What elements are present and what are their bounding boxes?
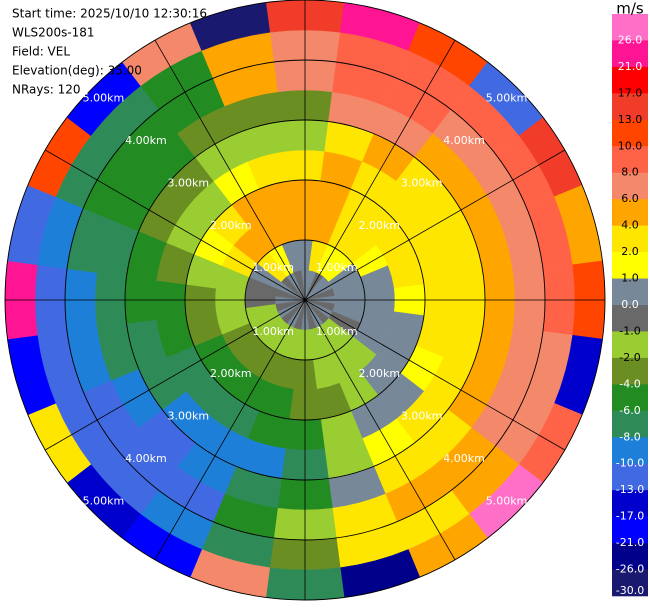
- range-ring-label: 3.00km: [168, 176, 210, 189]
- range-ring-label: 1.00km: [252, 261, 294, 274]
- colorbar-segment: [612, 490, 648, 517]
- range-ring-label: 3.00km: [168, 410, 210, 423]
- colorbar-tick-label: 13.0: [618, 113, 643, 126]
- range-ring-label: 4.00km: [125, 452, 167, 465]
- colorbar-segment: [612, 14, 648, 41]
- colorbar: 26.0 21.0 17.0 13.0 10.0 8.0 6.0 4.0 2.0 1.0 0.0 -1…: [612, 0, 648, 597]
- colorbar-segment: [612, 66, 648, 94]
- info-block: Start time: 2025/10/10 12:30:16 WLS200s-1…: [12, 7, 207, 97]
- colorbar-segment: [612, 278, 648, 306]
- info-line: WLS200s-181: [12, 26, 95, 40]
- range-ring-label: 3.00km: [401, 410, 443, 423]
- range-ring-label: 1.00km: [316, 325, 358, 338]
- info-line: NRays: 120: [12, 83, 81, 97]
- colorbar-segment: [612, 119, 648, 147]
- info-line: Field: VEL: [12, 45, 70, 59]
- spoke: [304, 39, 456, 301]
- spoke: [304, 299, 456, 561]
- polar-grid: 1.00km 1.00km 1.00km 1.00km 2.00km 2.00km 2.00…: [4, 0, 606, 601]
- colorbar-tick-label: 4.0: [621, 219, 639, 232]
- range-ring-label: 1.00km: [252, 325, 294, 338]
- range-ring-label: 4.00km: [125, 134, 167, 147]
- colorbar-tick-label: 2.0: [621, 245, 639, 258]
- range-ring-label: 4.00km: [443, 452, 485, 465]
- range-ring-label: 3.00km: [401, 176, 443, 189]
- colorbar-segment: [612, 40, 648, 68]
- ppi-cells: [4, 0, 606, 601]
- colorbar-tick-label: -17.0: [616, 510, 644, 523]
- colorbar-tick-label: -10.0: [616, 457, 644, 470]
- colorbar-segment: [612, 384, 648, 412]
- colorbar-tick-label: -1.0: [619, 324, 640, 337]
- colorbar-segment: [612, 516, 648, 544]
- colorbar-tick-label: -4.0: [619, 377, 640, 390]
- colorbar-tick-label: -6.0: [619, 404, 640, 417]
- colorbar-tick-label: 21.0: [618, 60, 643, 73]
- spoke: [304, 299, 566, 451]
- info-line: Start time: 2025/10/10 12:30:16: [12, 7, 207, 21]
- range-ring-label: 4.00km: [443, 134, 485, 147]
- spoke: [154, 39, 306, 301]
- spoke: [44, 149, 306, 301]
- colorbar-segment: [612, 543, 648, 570]
- colorbar-segment: [612, 437, 648, 465]
- range-ring: [64, 59, 546, 541]
- range-ring-label: 5.00km: [83, 91, 125, 104]
- colorbar-title: m/s: [616, 0, 644, 18]
- colorbar-tick-label: 10.0: [618, 139, 643, 152]
- range-ring: [4, 0, 606, 601]
- colorbar-tick-label: -8.0: [619, 430, 640, 443]
- colorbar-tick-label: -13.0: [616, 483, 644, 496]
- range-ring-label: 5.00km: [486, 495, 528, 508]
- range-ring: [244, 239, 366, 361]
- colorbar-segment: [612, 93, 648, 121]
- colorbar-tick-label: 6.0: [621, 192, 639, 205]
- colorbar-segment: [612, 463, 648, 491]
- colorbar-tick-label: -2.0: [619, 351, 640, 364]
- colorbar-tick-label: 17.0: [618, 86, 643, 99]
- spoke: [154, 299, 306, 561]
- colorbar-segment: [612, 569, 648, 597]
- range-ring-label: 2.00km: [210, 219, 252, 232]
- colorbar-tick-label: -21.0: [616, 536, 644, 549]
- range-ring-label: 1.00km: [316, 261, 358, 274]
- colorbar-tick-label: 1.0: [621, 272, 639, 285]
- colorbar-tick-label: -30.0: [616, 584, 644, 597]
- colorbar-segment: [612, 357, 648, 385]
- colorbar-tick-label: -26.0: [616, 563, 644, 576]
- range-ring: [184, 179, 426, 421]
- colorbar-tick-label: 8.0: [621, 166, 639, 179]
- info-line: Elevation(deg): 35.00: [12, 64, 142, 78]
- colorbar-segment: [612, 331, 648, 359]
- colorbar-segment: [612, 305, 648, 332]
- range-ring-label: 2.00km: [210, 367, 252, 380]
- spoke: [304, 149, 566, 301]
- range-ring-label: 5.00km: [83, 495, 125, 508]
- colorbar-tick-label: 26.0: [618, 33, 643, 46]
- colorbar-tick-label: 0.0: [621, 298, 639, 311]
- range-ring-label: 2.00km: [358, 219, 400, 232]
- colorbar-segment: [612, 252, 648, 279]
- colorbar-segment: [612, 410, 648, 438]
- colorbar-segment: [612, 199, 648, 226]
- colorbar-segment: [612, 172, 648, 200]
- spoke: [44, 299, 306, 451]
- colorbar-segment: [612, 146, 648, 174]
- range-ring-label: 5.00km: [486, 91, 528, 104]
- colorbar-segment: [612, 225, 648, 253]
- range-ring: [124, 119, 486, 481]
- range-ring-label: 2.00km: [358, 367, 400, 380]
